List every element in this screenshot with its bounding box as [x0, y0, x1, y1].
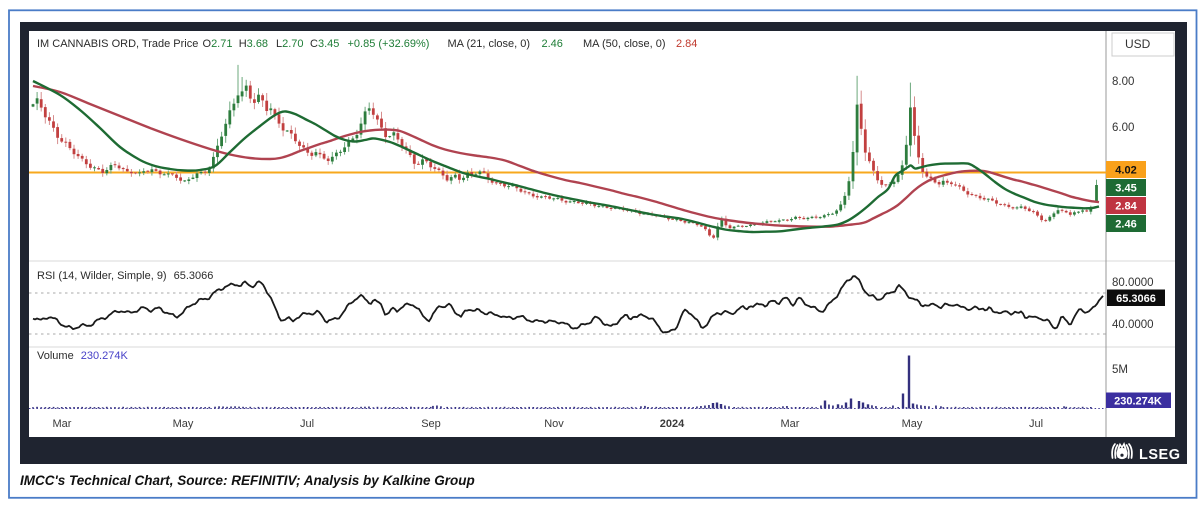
- svg-text:4.02: 4.02: [1115, 165, 1136, 177]
- svg-text:May: May: [173, 418, 194, 430]
- svg-text:LSEG: LSEG: [1139, 447, 1180, 463]
- svg-text:40.0000: 40.0000: [1112, 319, 1154, 331]
- svg-text:2.46: 2.46: [542, 38, 563, 50]
- svg-text:MA (21, close, 0): MA (21, close, 0): [448, 38, 531, 50]
- svg-text:Mar: Mar: [781, 418, 800, 430]
- svg-text:6.00: 6.00: [1112, 122, 1134, 134]
- svg-text:Jul: Jul: [1029, 418, 1043, 430]
- svg-text:Mar: Mar: [53, 418, 72, 430]
- svg-text:65.3066: 65.3066: [1116, 293, 1156, 305]
- svg-text:2.46: 2.46: [1115, 219, 1136, 231]
- svg-text:8.00: 8.00: [1112, 76, 1134, 88]
- svg-text:230.274K: 230.274K: [1114, 396, 1162, 408]
- svg-text:IM CANNABIS ORD, Trade Price: IM CANNABIS ORD, Trade Price: [37, 38, 198, 50]
- svg-text:5M: 5M: [1112, 364, 1128, 376]
- svg-text:2.84: 2.84: [676, 38, 697, 50]
- svg-text:2024: 2024: [660, 418, 685, 430]
- svg-text:Sep: Sep: [421, 418, 441, 430]
- svg-text:Jul: Jul: [300, 418, 314, 430]
- svg-text:IMCC's Technical Chart, Source: IMCC's Technical Chart, Source: REFINITI…: [20, 473, 475, 488]
- svg-text:2.84: 2.84: [1115, 201, 1137, 213]
- svg-text:3.45: 3.45: [1115, 183, 1136, 195]
- svg-text:USD: USD: [1125, 37, 1151, 51]
- svg-text:MA (50, close, 0): MA (50, close, 0): [583, 38, 666, 50]
- svg-text:C3.45: C3.45: [310, 38, 339, 50]
- svg-text:H3.68: H3.68: [239, 38, 268, 50]
- svg-text:RSI (14, Wilder, Simple, 9)65.: RSI (14, Wilder, Simple, 9) 65.3066: [37, 270, 213, 282]
- svg-text:Nov: Nov: [544, 418, 564, 430]
- svg-text:+0.85 (+32.69%): +0.85 (+32.69%): [348, 38, 430, 50]
- svg-text:L2.70: L2.70: [276, 38, 304, 50]
- svg-text:May: May: [902, 418, 923, 430]
- svg-text:O2.71: O2.71: [203, 38, 233, 50]
- svg-text:80.0000: 80.0000: [1112, 277, 1154, 289]
